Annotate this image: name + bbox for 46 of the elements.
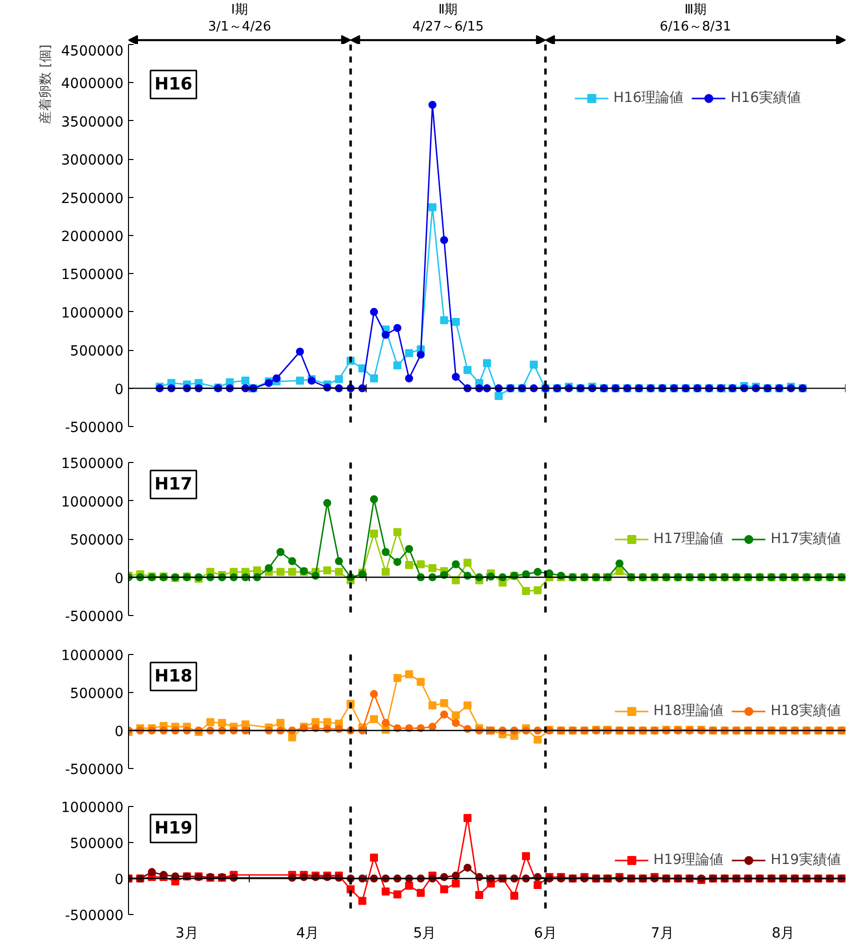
text: Ⅱ期 4/27～6/15: [412, 2, 484, 34]
y-tick-label: 500000: [70, 344, 124, 360]
y-tick-label: 4500000: [61, 44, 124, 60]
y-tick-label: 2500000: [61, 190, 124, 207]
y-axis-title: 産着卵数 [個]: [38, 44, 54, 124]
y-tick-label: 0: [114, 872, 124, 888]
legend-label: H17理論値: [653, 530, 724, 548]
y-tick-label: 0: [114, 382, 124, 398]
text: Ⅲ期 6/16～8/31: [660, 2, 732, 34]
y-tick-label: 1500000: [61, 456, 124, 472]
y-tick-label: -500000: [65, 908, 124, 924]
x-tick-label: 4月: [296, 926, 320, 942]
x-tick-label: 7月: [650, 926, 674, 942]
text: H19: [154, 818, 192, 838]
x-tick-label: 5月: [413, 926, 436, 942]
y-tick-label: 1000000: [61, 800, 124, 816]
y-tick-label: 3000000: [61, 152, 124, 169]
x-tick-label: 8月: [772, 926, 795, 942]
legend-label: H16実績値: [730, 89, 801, 107]
y-tick-label: -500000: [65, 420, 124, 436]
y-tick-label: 1000000: [61, 494, 124, 510]
y-tick-label: 500000: [70, 836, 124, 852]
y-tick-label: 1500000: [61, 267, 124, 284]
legend-label: H18実績値: [770, 702, 841, 720]
y-tick-label: 0: [114, 724, 124, 740]
legend-label: H19実績値: [770, 851, 841, 869]
text: H17: [154, 474, 192, 494]
legend-label: H19理論値: [653, 851, 724, 869]
y-tick-label: 3500000: [61, 114, 124, 130]
y-tick-label: 1000000: [61, 648, 124, 664]
y-tick-label: -500000: [65, 609, 124, 625]
y-tick-label: 500000: [70, 686, 124, 702]
y-tick-label: 500000: [70, 532, 124, 548]
x-tick-label: 3月: [175, 926, 198, 942]
text: H16: [154, 74, 192, 94]
legend-label: H16理論値: [613, 89, 684, 107]
text: Ⅰ期 3/1～4/26: [208, 2, 272, 34]
y-tick-label: -500000: [65, 762, 124, 778]
y-tick-label: 0: [114, 570, 124, 587]
legend-label: H18理論値: [653, 702, 724, 720]
y-tick-label: 4000000: [61, 76, 124, 92]
x-tick-label: 6月: [534, 926, 557, 942]
text: H18: [154, 666, 192, 686]
legend-label: H17実績値: [770, 530, 841, 548]
y-tick-label: 2000000: [61, 229, 124, 245]
y-tick-label: 1000000: [61, 305, 124, 322]
